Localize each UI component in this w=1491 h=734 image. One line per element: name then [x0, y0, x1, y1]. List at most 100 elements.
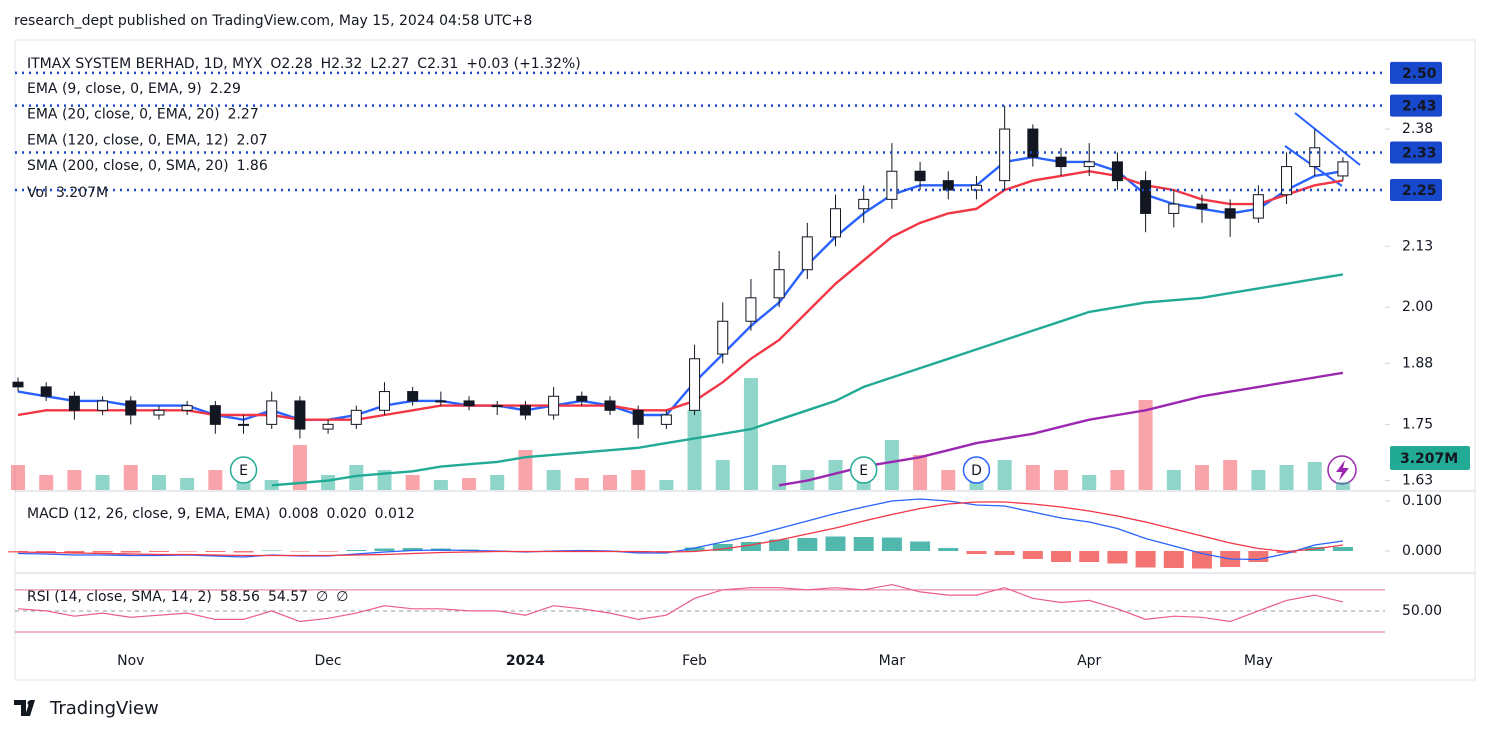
volume-box: [1390, 446, 1470, 470]
volume-bar: [208, 470, 223, 490]
candle-body: [294, 400, 306, 430]
histogram-bar: [910, 541, 931, 551]
histogram-bar: [374, 548, 395, 551]
candle-body: [970, 184, 982, 191]
candle-body: [1252, 194, 1264, 219]
candle-body: [999, 128, 1011, 182]
volume-bar: [715, 460, 730, 490]
candle-body: [830, 208, 842, 238]
histogram-bar: [1051, 551, 1072, 562]
legend-text: 0.012: [375, 506, 415, 522]
candle-body: [322, 423, 334, 430]
histogram-bar: [1107, 551, 1128, 564]
x-tick-label: May: [1244, 653, 1273, 669]
volume-bar: [39, 475, 54, 490]
volume-bar: [1025, 465, 1040, 490]
histogram-bar: [881, 537, 902, 551]
x-tick-label: 2024: [506, 653, 545, 669]
volume-bar: [1138, 400, 1153, 490]
volume-bar: [490, 475, 505, 490]
volume-bar: [1110, 470, 1125, 490]
volume-bar: [11, 465, 25, 490]
legend-text: 3.207M: [56, 185, 108, 201]
candle-body: [1055, 156, 1067, 168]
volume-bar: [997, 460, 1012, 490]
histogram-bar: [233, 551, 254, 553]
volume-bar: [462, 478, 477, 490]
volume-bar: [349, 465, 364, 490]
candle-body: [125, 400, 137, 416]
histogram-bar: [318, 551, 339, 552]
candle-body: [1111, 161, 1123, 182]
event-marker: [849, 456, 878, 484]
volume-bar: [743, 378, 758, 490]
histogram-bar: [825, 536, 846, 551]
trend-line: [1294, 112, 1361, 166]
legend-text: 2.27: [228, 107, 259, 123]
candle-body: [717, 320, 729, 355]
histogram-bar: [36, 551, 57, 553]
legend-text: L2.27: [370, 56, 409, 72]
histogram-bar: [148, 551, 169, 552]
legend-text: SMA (200, close, 0, SMA, 20): [27, 158, 229, 174]
x-tick-label: Nov: [117, 653, 144, 669]
y-tick-label: 1.88: [1402, 355, 1433, 371]
volume-bar: [321, 475, 336, 490]
volume-bar: [518, 450, 533, 490]
legend-text: ∅: [316, 589, 328, 605]
y-tick-label: 1.75: [1402, 416, 1433, 432]
candle-body: [886, 170, 898, 200]
ma-line: [271, 273, 1344, 487]
volume-bar: [1335, 481, 1350, 490]
candle-body: [1337, 161, 1349, 177]
volume-bar: [913, 455, 928, 490]
volume-bar: [1166, 470, 1181, 490]
macd-line: [17, 498, 1343, 561]
candle-body: [660, 414, 672, 425]
volume-bar: [884, 440, 899, 490]
legend-text: 2.07: [236, 132, 267, 148]
flash-icon: [1327, 455, 1357, 485]
candle-body: [858, 198, 870, 210]
price-level-label: 2.50: [1402, 66, 1437, 82]
histogram-bar: [1163, 551, 1184, 568]
y-tick-label: 2.38: [1402, 121, 1433, 137]
y-tick-label: 0.000: [1402, 543, 1442, 559]
price-level-label: 2.33: [1402, 146, 1437, 162]
volume-bar: [1279, 465, 1294, 490]
volume-bar: [95, 475, 110, 490]
y-tick-label: 1.63: [1402, 473, 1433, 489]
legend-text: 0.008: [278, 506, 318, 522]
y-tick-label: 2.00: [1402, 299, 1433, 315]
histogram-bar: [712, 544, 733, 551]
legend-text: Vol: [27, 185, 48, 201]
histogram-bar: [994, 551, 1015, 555]
candle-body: [12, 381, 24, 388]
volume-bar: [659, 480, 674, 490]
histogram-bar: [684, 547, 705, 551]
price-level-box: [1390, 141, 1442, 164]
legend-text: EMA (9, close, 0, EMA, 9): [27, 81, 202, 97]
candle-body: [604, 400, 616, 411]
histogram-bar: [120, 551, 141, 553]
price-level-box: [1390, 179, 1442, 201]
histogram-bar: [205, 551, 226, 552]
candle-body: [1224, 208, 1236, 219]
candle-body: [519, 405, 531, 416]
candle-body: [773, 269, 785, 299]
legend-text: 58.56: [220, 589, 260, 605]
histogram-bar: [938, 548, 959, 551]
macd-line: [17, 501, 1343, 557]
candle-body: [1083, 161, 1095, 168]
candle-body: [407, 391, 419, 402]
x-tick-label: Mar: [879, 653, 906, 669]
legend-text: MACD (12, 26, close, 9, EMA, EMA): [27, 506, 270, 522]
histogram-bar: [1248, 551, 1269, 562]
volume-bar: [151, 475, 166, 490]
histogram-bar: [1079, 551, 1100, 562]
histogram-bar: [769, 539, 790, 551]
event-label: E: [859, 463, 868, 479]
event-marker: [962, 456, 991, 484]
brand-logo: [14, 700, 35, 716]
